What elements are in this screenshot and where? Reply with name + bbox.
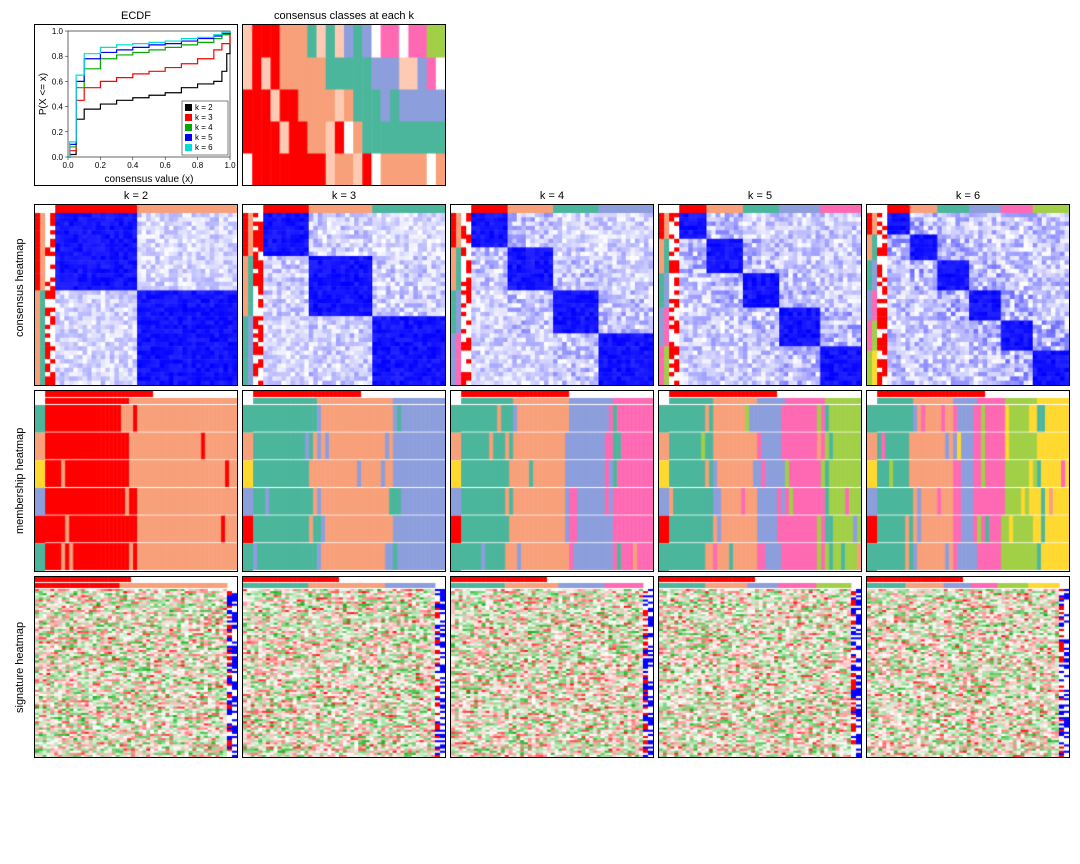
membership-heatmap-k6 [867, 391, 1069, 571]
svg-text:P(X <= x): P(X <= x) [38, 73, 49, 115]
figure-grid: ECDF 0.0 0.2 0.4 0.6 0.8 1.0 0.0 0.2 0.4 0.6 0.8 1.… [10, 10, 1070, 758]
svg-text:k = 6: k = 6 [195, 143, 213, 152]
ecdf-chart: 0.0 0.2 0.4 0.6 0.8 1.0 0.0 0.2 0.4 0.6 0.8 1.0 cons… [35, 25, 237, 185]
signature-heatmap-k3 [243, 577, 445, 757]
svg-text:0.0: 0.0 [62, 161, 74, 170]
svg-text:k = 2: k = 2 [195, 103, 213, 112]
tracking-cell: consensus classes at each k [242, 10, 446, 186]
consensus-heatmap-k3 [243, 205, 445, 385]
consensus-heatmap-k5 [659, 205, 861, 385]
membership-heatmap-k5 [659, 391, 861, 571]
svg-text:1.0: 1.0 [52, 27, 64, 36]
signature-heatmap-k4 [451, 577, 653, 757]
k5-title: k = 5 [658, 190, 862, 202]
k2-title: k = 2 [34, 190, 238, 202]
signature-heatmap-k2 [35, 577, 237, 757]
k4-title: k = 4 [450, 190, 654, 202]
svg-text:0.2: 0.2 [52, 128, 64, 137]
ecdf-cell: ECDF 0.0 0.2 0.4 0.6 0.8 1.0 0.0 0.2 0.4 0.6 0.8 1.… [34, 10, 238, 186]
consensus-heatmap-k4 [451, 205, 653, 385]
svg-text:0.0: 0.0 [52, 153, 64, 162]
svg-text:1.0: 1.0 [224, 161, 236, 170]
svg-text:0.2: 0.2 [95, 161, 107, 170]
membership-heatmap-k4 [451, 391, 653, 571]
signature-heatmap-k6 [867, 577, 1069, 757]
svg-text:0.8: 0.8 [192, 161, 204, 170]
tracking-chart [243, 25, 445, 185]
ecdf-title: ECDF [34, 10, 238, 22]
membership-heatmap-k2 [35, 391, 237, 571]
svg-text:0.6: 0.6 [160, 161, 172, 170]
row-label-membership: membership heatmap [10, 390, 30, 572]
tracking-title: consensus classes at each k [242, 10, 446, 22]
consensus-heatmap-k2 [35, 205, 237, 385]
svg-text:0.6: 0.6 [52, 77, 64, 86]
k6-title: k = 6 [866, 190, 1070, 202]
membership-heatmap-k3 [243, 391, 445, 571]
svg-text:k = 5: k = 5 [195, 133, 213, 142]
svg-text:0.4: 0.4 [127, 161, 139, 170]
consensus-heatmap-k6 [867, 205, 1069, 385]
svg-text:0.4: 0.4 [52, 103, 64, 112]
row-label-signature: signature heatmap [10, 576, 30, 758]
k3-title: k = 3 [242, 190, 446, 202]
svg-text:0.8: 0.8 [52, 52, 64, 61]
svg-text:consensus value (x): consensus value (x) [105, 174, 194, 185]
row-label-consensus: consensus heatmap [10, 190, 30, 386]
signature-heatmap-k5 [659, 577, 861, 757]
svg-text:k = 4: k = 4 [195, 123, 213, 132]
svg-text:k = 3: k = 3 [195, 113, 213, 122]
